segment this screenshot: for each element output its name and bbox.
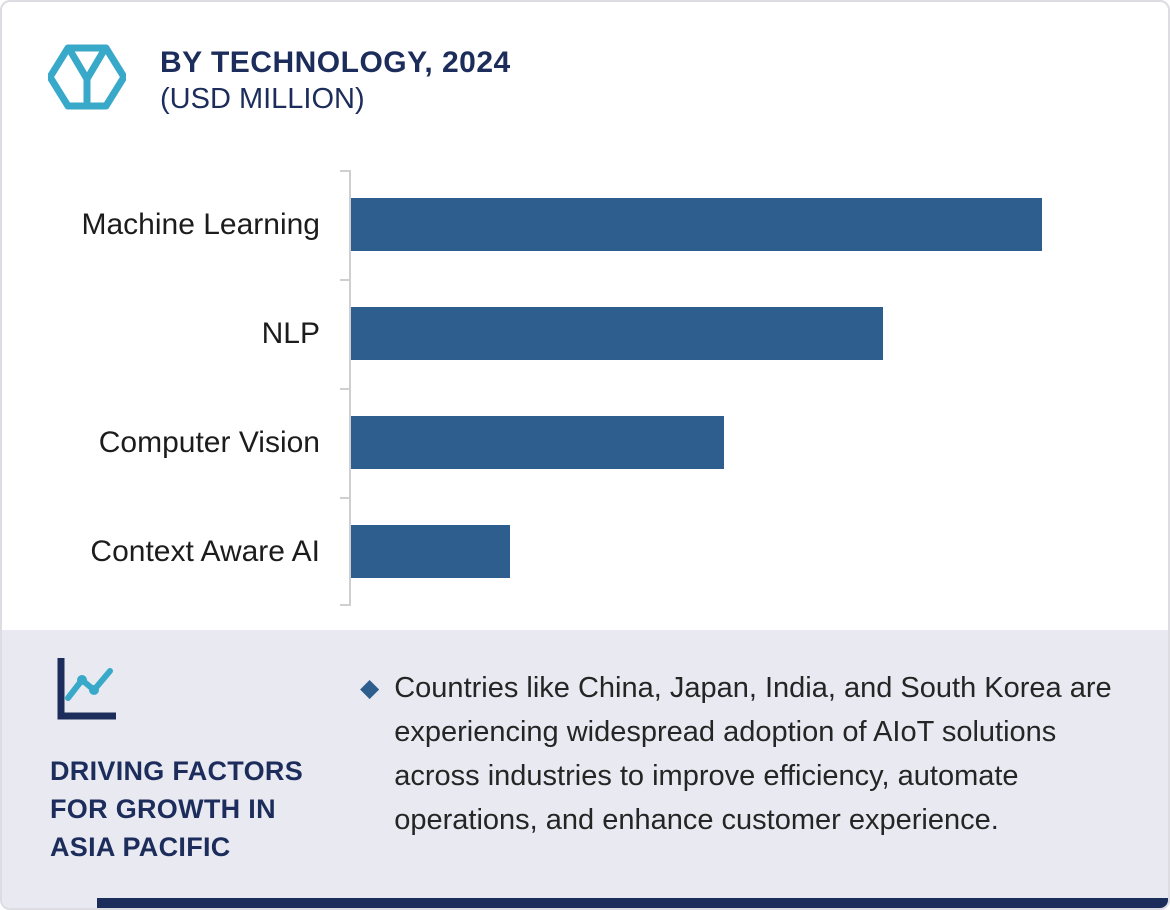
category-label: NLP <box>261 316 320 350</box>
chart-row: Machine Learning <box>2 170 1168 279</box>
chart-title: BY TECHNOLOGY, 2024 <box>160 46 511 79</box>
bar-context-aware-ai <box>351 525 510 578</box>
category-label: Machine Learning <box>81 207 321 241</box>
bottom-accent-strip <box>97 898 1168 908</box>
footer-panel: DRIVING FACTORS FOR GROWTH IN ASIA PACIF… <box>2 630 1168 908</box>
axis-tick <box>340 170 349 172</box>
chart-row: Context Aware AI <box>2 497 1168 606</box>
hexagon-y-logo-icon <box>46 42 128 117</box>
diamond-bullet-icon: ◆ <box>360 674 380 702</box>
chart-row: NLP <box>2 279 1168 388</box>
axis-tick <box>340 388 349 390</box>
chart-rows: Machine Learning NLP Computer Vision Contex… <box>2 170 1168 606</box>
bar-track <box>351 416 1111 469</box>
chart-header: BY TECHNOLOGY, 2024 (USD MILLION) <box>46 42 511 118</box>
footer-bullet-point: ◆ Countries like China, Japan, India, an… <box>360 666 1142 842</box>
bar-track <box>351 198 1111 251</box>
chart-title-block: BY TECHNOLOGY, 2024 (USD MILLION) <box>160 42 511 118</box>
bar-nlp <box>351 307 883 360</box>
bar-machine-learning <box>351 198 1042 251</box>
axis-tick <box>340 604 349 606</box>
category-label: Computer Vision <box>98 425 320 459</box>
chart-subtitle: (USD MILLION) <box>160 83 365 115</box>
bar-computer-vision <box>351 416 725 469</box>
footer-bullet-text: Countries like China, Japan, India, and … <box>394 672 1112 836</box>
axis-tick <box>340 279 349 281</box>
category-label: Context Aware AI <box>90 534 320 568</box>
bar-track <box>351 307 1111 360</box>
line-chart-icon <box>48 652 122 731</box>
axis-tick <box>340 497 349 499</box>
bar-track <box>351 525 1111 578</box>
y-axis-line <box>349 170 351 606</box>
footer-heading: DRIVING FACTORS FOR GROWTH IN ASIA PACIF… <box>50 756 304 862</box>
chart-row: Computer Vision <box>2 388 1168 497</box>
bar-chart: Machine Learning NLP Computer Vision Contex… <box>2 170 1168 606</box>
